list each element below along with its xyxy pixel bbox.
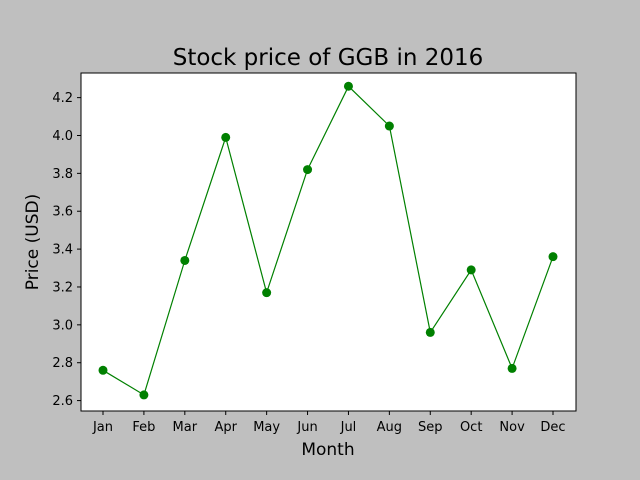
x-tick-label: Jul [340,420,357,435]
data-point-oct [466,265,476,275]
x-tick-label: Apr [214,420,237,435]
x-tick-label: Sep [418,420,443,435]
data-point-sep [425,327,435,337]
y-axis: 2.6 2.8 3.0 3.2 3.4 3.6 3.8 4.0 4.2 [52,91,81,409]
y-tick-label: 3.0 [52,318,73,333]
y-tick-label: 2.6 [52,394,73,409]
y-tick-label: 4.0 [52,129,73,144]
y-axis-label: Price (USD) [23,194,43,290]
data-point-jun [303,165,313,175]
x-tick-label: Mar [173,420,198,435]
data-point-apr [221,132,231,142]
y-tick-label: 2.8 [52,356,73,371]
y-tick-label: 3.8 [52,167,73,182]
series-line [102,85,554,396]
data-point-mar [180,255,190,265]
data-point-feb [139,390,149,400]
x-tick-label: Nov [499,420,525,435]
data-point-jan [98,365,108,375]
data-point-aug [384,121,394,131]
x-tick-label: Aug [377,420,402,435]
y-tick-label: 4.2 [52,91,73,106]
x-axis-label: Month [301,440,354,460]
y-tick-label: 3.2 [52,280,73,295]
chart-title: Stock price of GGB in 2016 [173,45,484,71]
plot-area [80,72,577,412]
data-point-may [262,288,272,298]
series-layer [98,81,558,400]
x-axis: Jan Feb Mar Apr May Jun Jul Aug Sep Oct Nov Dec [92,411,566,435]
data-point-jul [343,81,353,91]
y-tick-label: 3.4 [52,243,73,258]
data-point-dec [548,252,558,262]
data-point-nov [507,363,517,373]
x-tick-label: Oct [460,420,482,435]
x-tick-label: Feb [132,420,155,435]
x-tick-label: Dec [540,420,565,435]
x-tick-label: Jun [296,420,317,435]
x-tick-label: Jan [92,420,113,435]
y-tick-label: 3.6 [52,205,73,220]
x-tick-label: May [253,420,280,435]
